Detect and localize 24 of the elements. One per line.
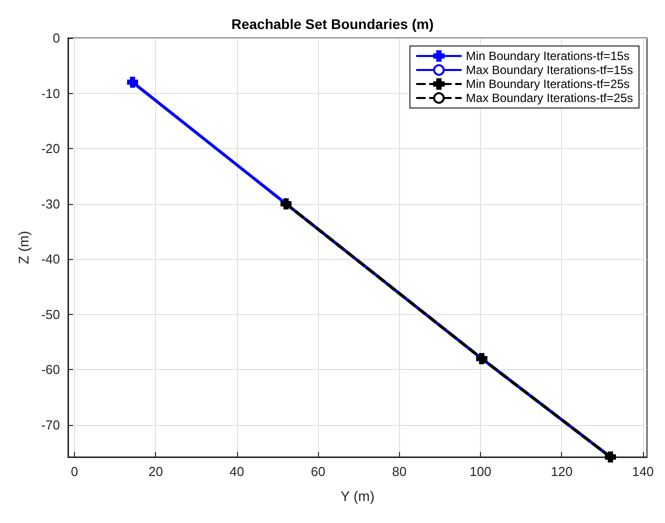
y-tick-label: -20 [41,141,60,156]
legend-label: Min Boundary Iterations-tf=25s [466,77,630,91]
x-axis-title: Y (m) [340,488,374,504]
x-tick-label: 120 [550,464,573,479]
x-tick-label: 40 [230,464,244,479]
x-tick-label: 0 [70,464,78,479]
y-tick-label: -70 [41,417,60,432]
y-tick-label: -10 [41,86,60,101]
y-tick-label: -60 [41,362,60,378]
chart-title: Reachable Set Boundaries (m) [231,16,434,32]
y-tick-label: -30 [41,196,60,212]
y-axis-title: Z (m) [15,230,32,264]
x-tick-label: 60 [310,464,326,479]
legend-label: Max Boundary Iterations-tf=25s [466,91,634,105]
x-tick-label: 20 [148,464,163,479]
y-tick-label: -50 [41,306,60,322]
x-tick-label: 80 [392,464,407,479]
x-tick-label: 100 [470,464,492,479]
x-tick-label: 140 [632,464,654,479]
y-tick-label: -40 [41,252,60,267]
y-tick-label: 0 [52,30,60,46]
legend-label: Min Boundary Iterations-tf=15s [466,49,630,63]
legend-label: Max Boundary Iterations-tf=15s [466,63,634,77]
point [127,76,138,88]
